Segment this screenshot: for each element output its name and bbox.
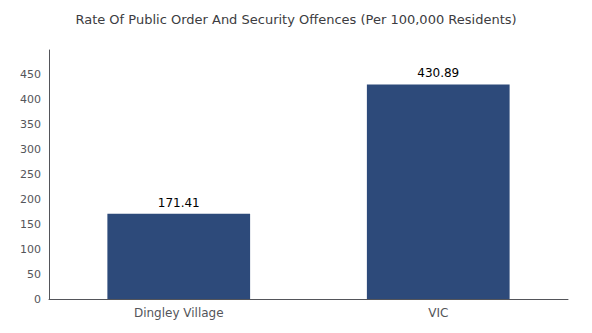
svg-text:150: 150 bbox=[20, 218, 41, 231]
svg-text:50: 50 bbox=[27, 268, 41, 281]
svg-text:400: 400 bbox=[20, 93, 41, 106]
svg-text:VIC: VIC bbox=[428, 306, 448, 320]
svg-text:100: 100 bbox=[20, 243, 41, 256]
svg-text:350: 350 bbox=[20, 118, 41, 131]
svg-text:171.41: 171.41 bbox=[158, 196, 200, 210]
svg-text:300: 300 bbox=[20, 143, 41, 156]
svg-text:0: 0 bbox=[34, 293, 41, 306]
svg-text:200: 200 bbox=[20, 193, 41, 206]
svg-text:250: 250 bbox=[20, 168, 41, 181]
svg-text:Dingley Village: Dingley Village bbox=[134, 306, 224, 320]
svg-text:Rate Of Public Order And Secur: Rate Of Public Order And Security Offenc… bbox=[75, 12, 516, 27]
svg-text:430.89: 430.89 bbox=[417, 66, 459, 80]
svg-text:450: 450 bbox=[20, 68, 41, 81]
